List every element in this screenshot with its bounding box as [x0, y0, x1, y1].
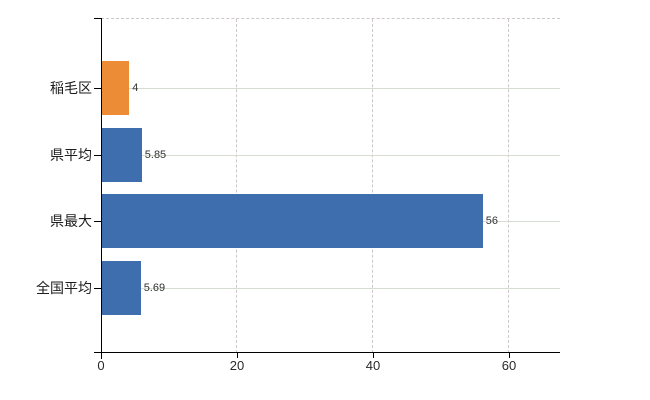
bar-3 — [102, 261, 141, 316]
category-label-1: 県平均 — [50, 146, 92, 163]
y-tick-5 — [94, 352, 101, 353]
h-gridline-1 — [101, 154, 560, 156]
bar-1 — [102, 127, 142, 182]
x-tick-3 — [509, 353, 510, 358]
x-tick-label-0: 0 — [97, 358, 105, 373]
value-label-0: 4 — [132, 82, 139, 94]
x-tick-label-2: 40 — [365, 358, 381, 373]
v-gridline-60 — [508, 19, 509, 353]
plot-area: 4 5.85 56 5.69 — [94, 18, 560, 359]
bar-2 — [102, 194, 483, 249]
category-label-3: 全国平均 — [36, 280, 92, 297]
h-gridline-3 — [101, 288, 560, 290]
value-label-3: 5.69 — [143, 282, 166, 295]
x-tick-0 — [101, 353, 102, 358]
category-label-2: 県最大 — [50, 213, 92, 230]
y-tick-3 — [94, 221, 101, 223]
x-tick-label-1: 20 — [229, 358, 245, 373]
y-tick-2 — [94, 154, 101, 156]
x-axis-line — [101, 352, 560, 353]
x-tick-1 — [237, 353, 238, 358]
x-tick-2 — [373, 353, 374, 358]
h-gridline-0 — [101, 88, 560, 89]
y-tick-0 — [94, 18, 101, 19]
x-tick-label-3: 60 — [501, 358, 517, 373]
v-gridline-40 — [372, 19, 373, 353]
y-axis-line — [101, 18, 102, 359]
value-label-2: 56 — [485, 215, 499, 228]
category-label-0: 稲毛区 — [50, 80, 92, 96]
v-gridline-20 — [236, 19, 237, 353]
bar-0 — [102, 61, 130, 115]
y-tick-4 — [94, 288, 101, 290]
y-tick-1 — [94, 88, 101, 89]
value-label-1: 5.85 — [144, 148, 167, 161]
plot-border-top — [101, 18, 560, 19]
